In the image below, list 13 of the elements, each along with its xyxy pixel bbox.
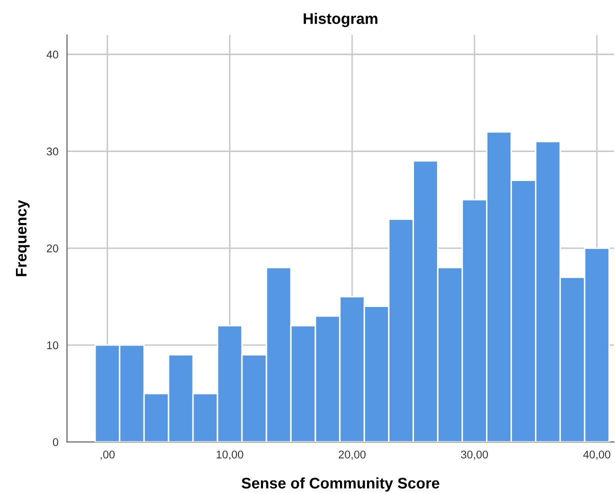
y-tick-label: 30 [46, 148, 58, 156]
y-tick-label: 20 [46, 244, 58, 252]
x-tick-label: ,00 [100, 450, 115, 460]
chart-title: Histogram [304, 12, 378, 28]
x-tick-label: 10,00 [216, 450, 244, 460]
y-tick-label: 0 [52, 438, 58, 446]
x-tick-label: 20,00 [338, 450, 366, 460]
x-axis-title: Sense of Community Score [242, 477, 440, 492]
x-tick-label: 30,00 [461, 450, 488, 460]
y-axis-title: Frequency [16, 200, 30, 276]
y-tick-label: 40 [46, 50, 58, 59]
y-tick-label: 10 [47, 341, 58, 350]
x-tick-label: 40,00 [583, 450, 610, 460]
